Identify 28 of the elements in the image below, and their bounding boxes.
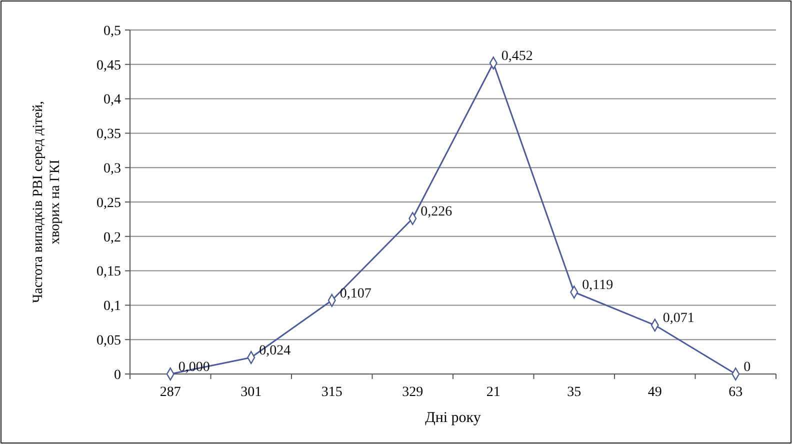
y-tick-label: 0,3 (104, 162, 121, 176)
y-tick-label: 0,5 (104, 24, 121, 39)
y-tick-label: 0,35 (96, 127, 121, 142)
y-tick-label: 0 (114, 368, 121, 383)
data-label: 0,071 (662, 311, 694, 326)
x-tick-label: 287 (160, 385, 181, 400)
x-tick-label: 315 (321, 385, 342, 400)
y-tick-label: 0,15 (96, 264, 121, 280)
y-tick-label: 0,2 (104, 230, 121, 246)
y-tick-label: 0,05 (96, 334, 121, 348)
data-label: 0,119 (582, 278, 614, 294)
data-label: 0 (744, 360, 751, 375)
x-tick-label: 301 (240, 385, 262, 400)
data-label: 0,024 (259, 343, 291, 358)
data-label: 0,452 (501, 49, 533, 64)
x-tick-label: 35 (567, 385, 582, 400)
y-tick-label: 0,25 (96, 196, 121, 211)
data-label: 0,107 (340, 286, 372, 302)
x-axis-title: Дні року (425, 410, 482, 426)
y-axis-title: Частота випадків РВІ серед дітей, хворих на ГКІ (31, 101, 63, 303)
x-tick-label: 49 (648, 385, 662, 400)
data-label: 0,226 (420, 204, 452, 220)
x-tick-label: 21 (486, 385, 500, 400)
y-tick-label: 0,1 (104, 299, 121, 314)
x-tick-label: 329 (402, 385, 424, 400)
y-tick-label: 0,45 (96, 58, 121, 74)
y-tick-label: 0,4 (104, 92, 121, 108)
x-tick-label: 63 (728, 385, 743, 400)
